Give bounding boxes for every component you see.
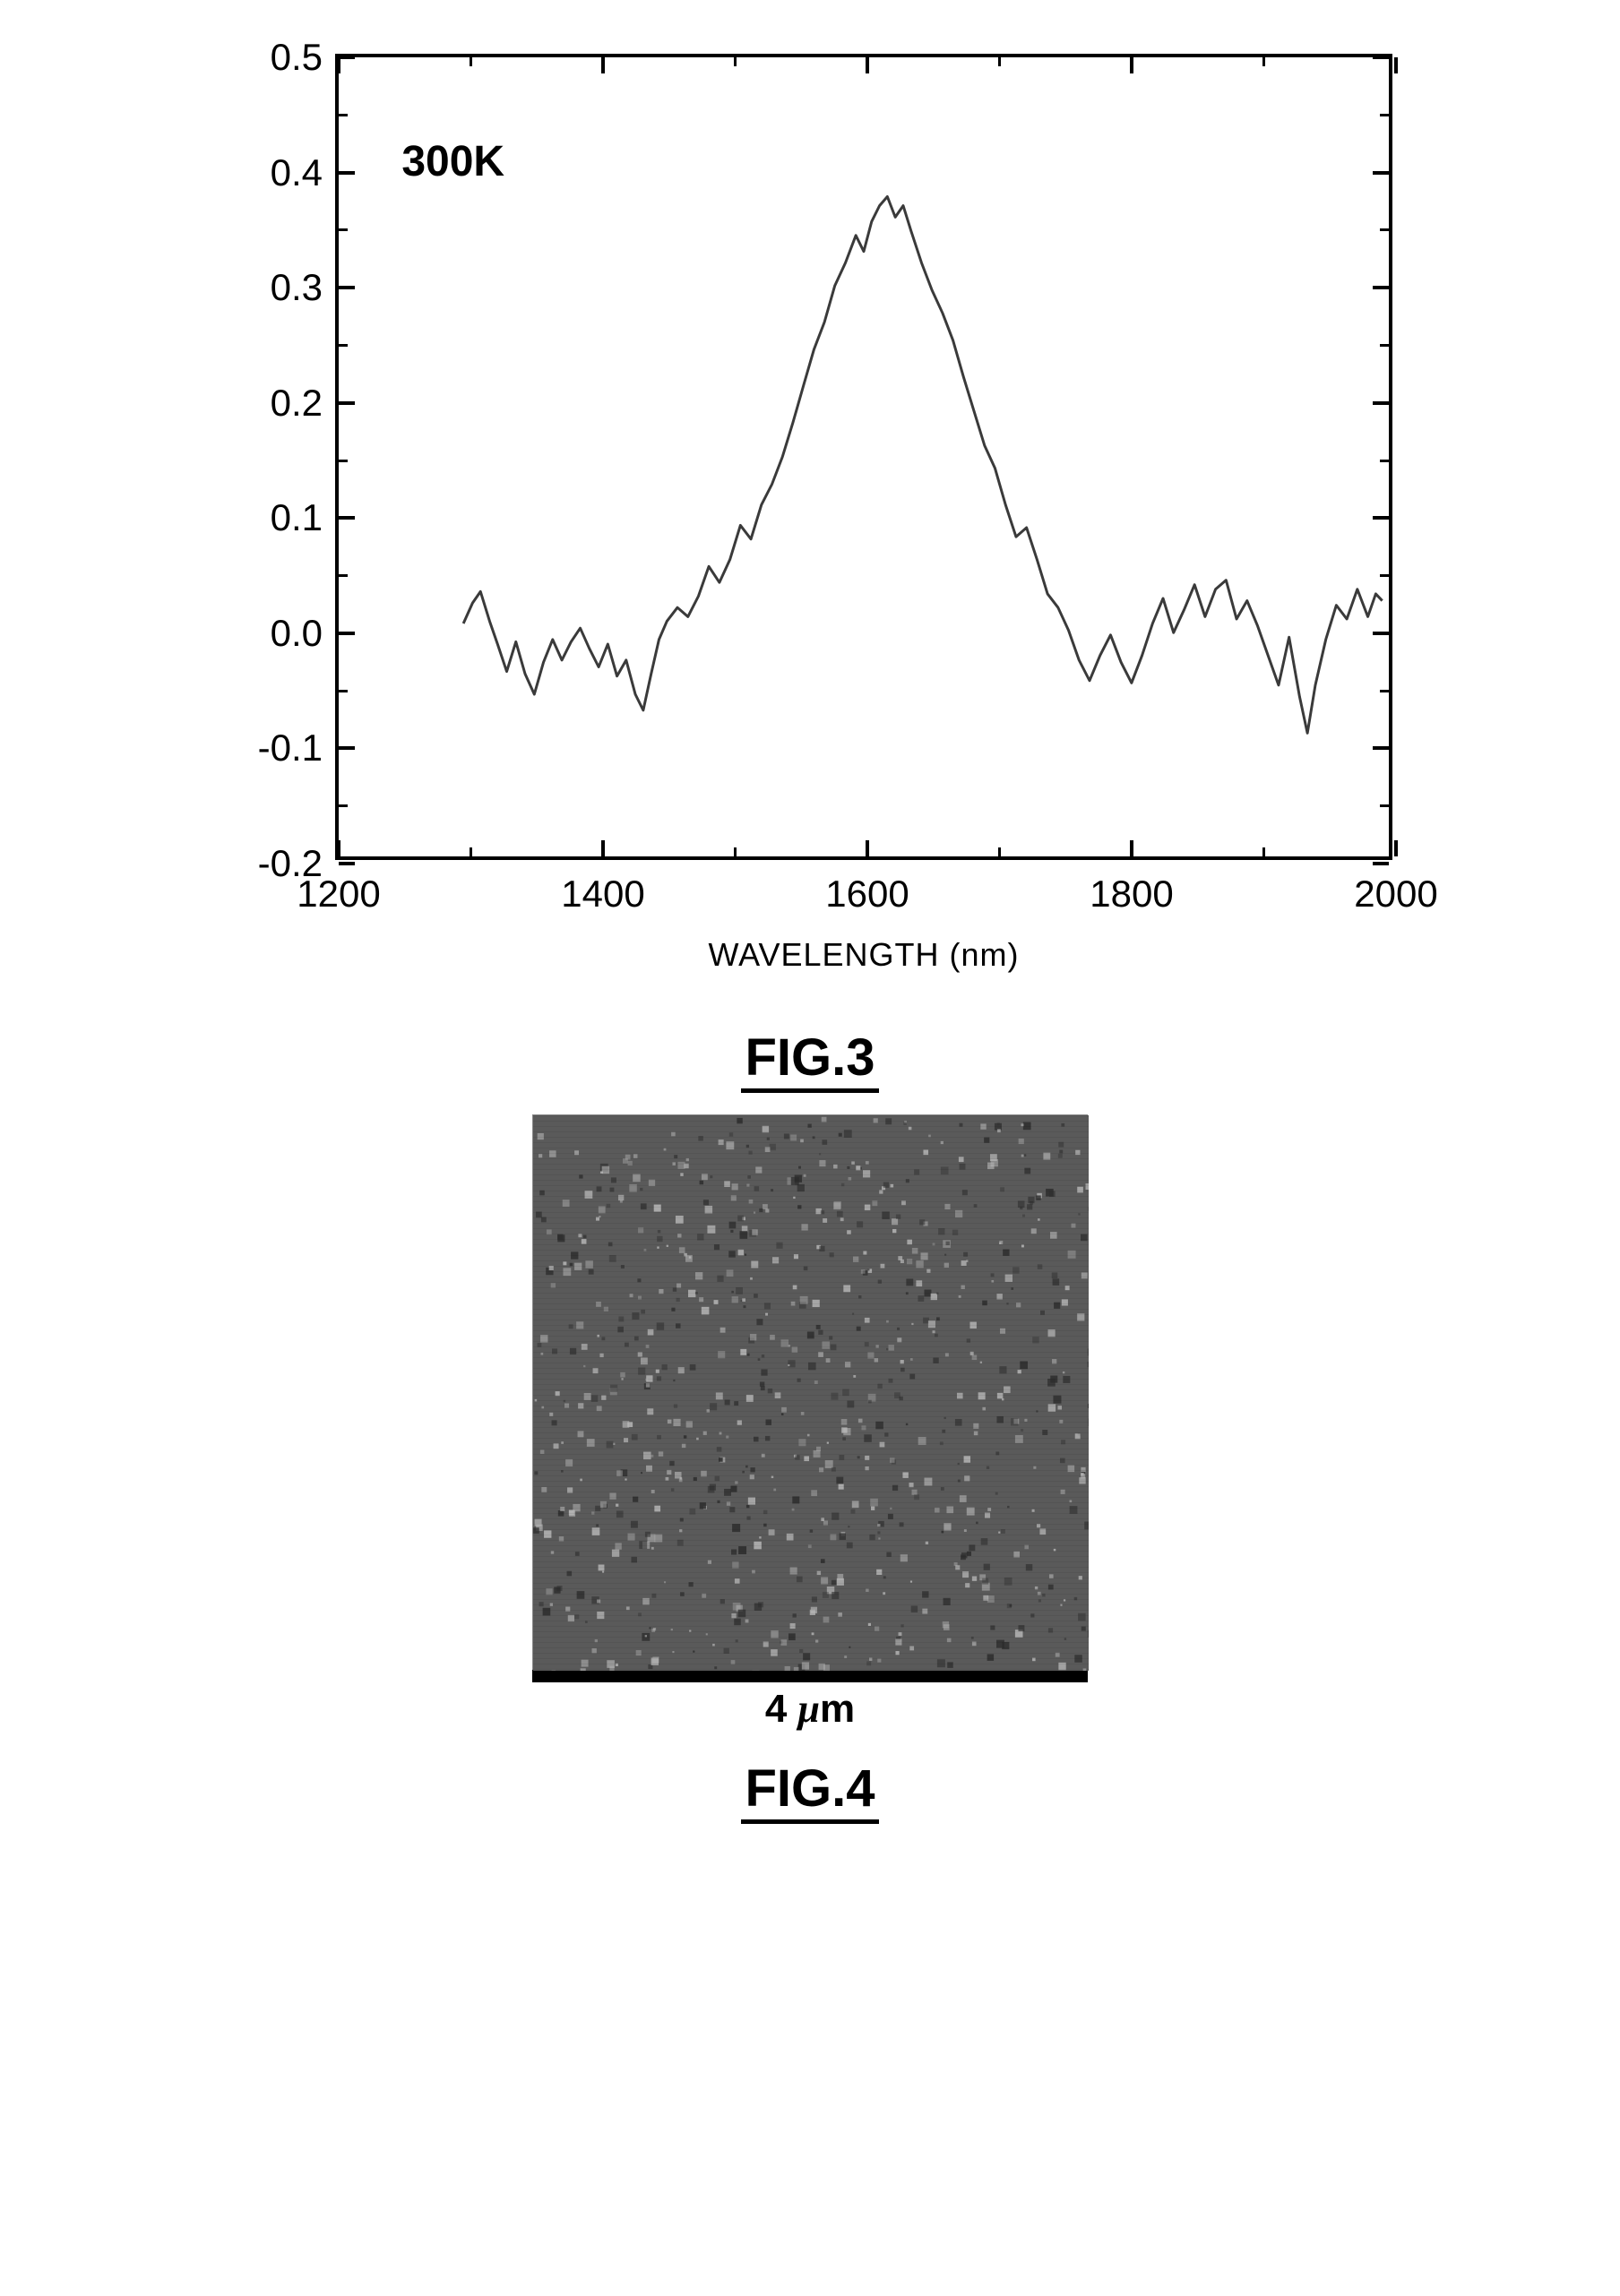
spectrum-line — [339, 57, 1389, 856]
scale-bar-label: 4 μm — [523, 1686, 1097, 1732]
micrograph-image — [532, 1114, 1088, 1670]
x-tick-label: 1600 — [825, 873, 909, 916]
plot-area: 300K -0.2-0.10.00.10.20.30.40.5120014001… — [335, 54, 1392, 860]
y-tick-label: 0.2 — [271, 382, 323, 425]
y-tick-label: 0.1 — [271, 496, 323, 539]
figure-4-caption: FIG.4 — [90, 1759, 1530, 1819]
y-tick-label: 0.5 — [271, 36, 323, 79]
scale-bar-value: 4 — [765, 1687, 798, 1731]
y-tick-label: -0.1 — [258, 727, 323, 770]
x-axis-label: WAVELENGTH (nm) — [335, 936, 1392, 974]
y-tick-label: 0.0 — [271, 612, 323, 655]
y-tick-label: 0.3 — [271, 266, 323, 309]
scale-bar-m: m — [820, 1687, 855, 1731]
figure-3-caption: FIG.3 — [90, 1028, 1530, 1088]
x-tick-label: 2000 — [1354, 873, 1437, 916]
figure-3-caption-text: FIG.3 — [741, 1028, 878, 1093]
figure-3-chart: PHOTOLUMINESCENCE INTENSITY (a.u.) 300K … — [228, 54, 1392, 974]
scale-bar — [532, 1670, 1088, 1682]
figure-4-caption-text: FIG.4 — [741, 1759, 878, 1824]
figure-4: 4 μm — [523, 1114, 1097, 1732]
x-tick-label: 1400 — [561, 873, 644, 916]
x-tick-label: 1200 — [297, 873, 380, 916]
scale-bar-mu: μ — [798, 1687, 820, 1731]
x-tick-label: 1800 — [1090, 873, 1173, 916]
y-tick-label: 0.4 — [271, 151, 323, 194]
